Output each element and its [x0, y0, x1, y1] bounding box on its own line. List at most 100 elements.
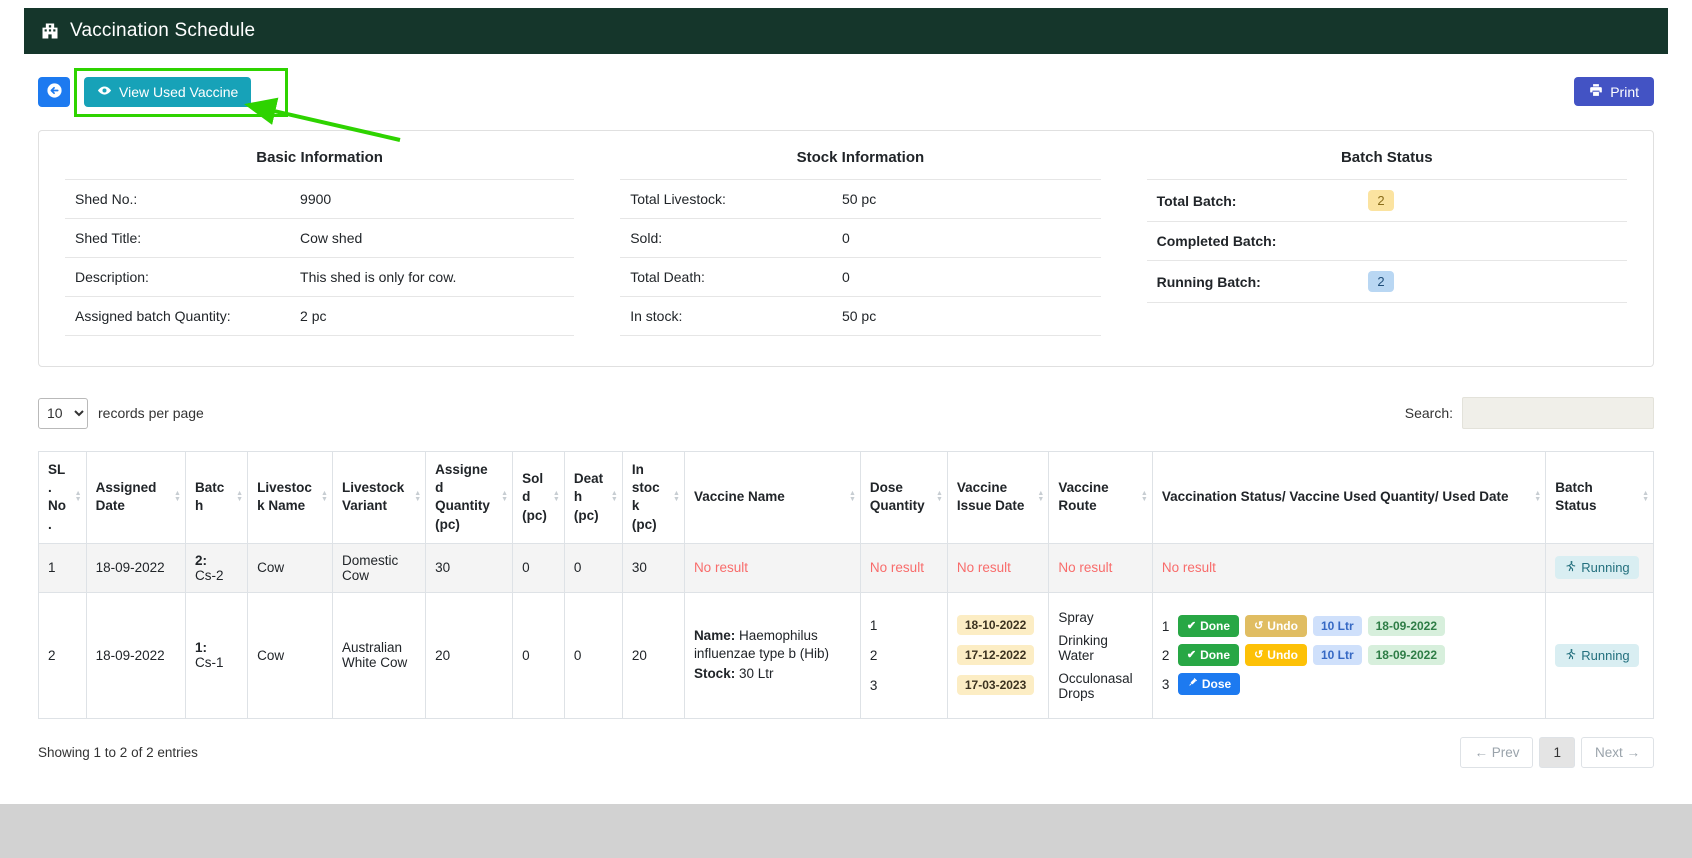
col-header-sold[interactable]: Sold (pc) ▲ ▼ — [512, 451, 565, 544]
vaccination-schedule-table: SL. No. ▲ ▼ Assigned Date ▲ ▼ Batch ▲ ▼ Livest… — [38, 451, 1654, 719]
cell-dose-quantity: 1 2 3 — [859, 591, 948, 719]
annotation-highlight-box: View Used Vaccine — [74, 68, 289, 117]
issue-date-badge: 17-03-2023 — [956, 675, 1035, 696]
sort-icon: ▲ ▼ — [935, 490, 943, 504]
info-row-shed-no: Shed No.: 9900 — [65, 180, 575, 219]
table-row: 1 18-09-2022 2: Cs-2 Cow Domestic Cow 30… — [38, 542, 1654, 593]
view-used-vaccine-button[interactable]: View Used Vaccine — [84, 77, 252, 107]
cell-livestock-variant: Domestic Cow — [331, 542, 427, 593]
total-batch-badge: 2 — [1368, 190, 1394, 211]
sort-icon: ▲ ▼ — [1534, 490, 1542, 504]
prev-page-button[interactable]: ← Prev — [1460, 736, 1534, 768]
back-button[interactable] — [38, 77, 70, 107]
pagination: ← Prev 1 Next → — [1460, 736, 1654, 768]
view-used-vaccine-label: View Used Vaccine — [119, 84, 239, 100]
main-content: View Used Vaccine Print Basic — [24, 68, 1668, 768]
next-page-button[interactable]: Next → — [1580, 736, 1654, 768]
info-row-total-livestock: Total Livestock: 50 pc — [620, 180, 1101, 219]
cell-in-stock: 20 — [621, 591, 685, 719]
info-row-in-stock: In stock: 50 pc — [620, 297, 1101, 336]
arrow-circle-left-icon — [46, 82, 63, 102]
cell-sl: 2 — [38, 591, 87, 719]
info-row-total-death: Total Death: 0 — [620, 258, 1101, 297]
sort-icon: ▲ ▼ — [321, 490, 328, 504]
dose-button[interactable]: Dose — [1177, 673, 1241, 696]
cell-livestock-name: Cow — [247, 542, 333, 593]
cell-sold: 0 — [512, 591, 565, 719]
col-header-sl-no[interactable]: SL. No. ▲ ▼ — [38, 451, 87, 544]
used-quantity-badge: 10 Ltr — [1312, 616, 1362, 637]
page-1-button[interactable]: 1 — [1539, 736, 1575, 768]
used-quantity-badge: 10 Ltr — [1312, 645, 1362, 666]
info-row-shed-title: Shed Title: Cow shed — [65, 219, 575, 258]
col-header-vaccination-status[interactable]: Vaccination Status/ Vaccine Used Quantit… — [1151, 451, 1547, 544]
cell-vaccine-route: Spray Drinking Water Occulonasal Drops — [1048, 591, 1153, 719]
summary-panel: Basic Information Shed No.: 9900 Shed Ti… — [38, 130, 1654, 367]
sort-icon: ▲ ▼ — [174, 490, 181, 504]
sort-icon: ▲ ▼ — [552, 490, 560, 504]
undo-button[interactable]: ↺ Undo — [1245, 644, 1307, 667]
col-header-assigned-date[interactable]: Assigned Date ▲ ▼ — [85, 451, 186, 544]
sort-icon: ▲ ▼ — [236, 490, 244, 504]
cell-sl: 1 — [38, 542, 87, 593]
basic-information-section: Basic Information Shed No.: 9900 Shed Ti… — [65, 149, 575, 336]
sort-icon: ▲ ▼ — [848, 490, 856, 504]
sort-icon: ▲ ▼ — [673, 490, 680, 504]
undo-icon: ↺ — [1254, 619, 1264, 632]
running-status-badge: Running — [1555, 556, 1639, 580]
cell-vaccine-name: Name: Haemophilus influenzae type b (Hib… — [683, 591, 861, 719]
eye-icon — [97, 83, 112, 101]
col-header-livestock-variant[interactable]: Livestock Variant ▲ ▼ — [331, 451, 427, 544]
cell-vaccine-name: No result — [683, 542, 861, 593]
undo-icon: ↺ — [1254, 648, 1264, 661]
col-header-livestock-name[interactable]: Livestock Name ▲ ▼ — [247, 451, 333, 544]
cell-death: 0 — [563, 591, 623, 719]
col-header-vaccine-route[interactable]: Vaccine Route ▲ ▼ — [1048, 451, 1153, 544]
status-line: 1 ✔ Done ↺ Undo 10 Ltr 18-09-2022 — [1162, 615, 1536, 638]
used-date-badge: 18-09-2022 — [1367, 616, 1446, 637]
info-row-assigned-batch-qty: Assigned batch Quantity: 2 pc — [65, 297, 575, 336]
sort-icon: ▲ ▼ — [414, 490, 422, 504]
table-header-row: SL. No. ▲ ▼ Assigned Date ▲ ▼ Batch ▲ ▼ Livest… — [38, 451, 1654, 544]
info-row-sold: Sold: 0 — [620, 219, 1101, 258]
info-row-completed-batch: Completed Batch: — [1146, 222, 1627, 261]
col-header-batch-status[interactable]: Batch Status ▲ ▼ — [1545, 451, 1654, 544]
done-button[interactable]: ✔ Done — [1177, 644, 1240, 667]
cell-assigned-qty: 20 — [425, 591, 514, 719]
print-button[interactable]: Print — [1574, 77, 1654, 106]
hospital-icon — [40, 21, 60, 41]
batch-status-title: Batch Status — [1146, 149, 1627, 180]
col-header-batch[interactable]: Batch ▲ ▼ — [184, 451, 249, 544]
records-per-page-label: records per page — [98, 405, 204, 421]
cell-in-stock: 30 — [621, 542, 685, 593]
sort-icon: ▲ ▼ — [74, 490, 82, 504]
col-header-assigned-quantity[interactable]: Assigned Quantity (pc) ▲ ▼ — [425, 451, 514, 544]
cell-vaccination-status: 1 ✔ Done ↺ Undo 10 Ltr 18-09-2022 2 ✔ Done … — [1151, 591, 1547, 719]
col-header-vaccine-issue-date[interactable]: Vaccine Issue Date ▲ ▼ — [946, 451, 1050, 544]
undo-button[interactable]: ↺ Undo — [1245, 615, 1307, 638]
done-button[interactable]: ✔ Done — [1177, 615, 1240, 638]
cell-assigned-qty: 30 — [425, 542, 514, 593]
cell-batch: 2: Cs-2 — [184, 542, 249, 593]
status-line: 2 ✔ Done ↺ Undo 10 Ltr 18-09-2022 — [1162, 644, 1536, 667]
info-row-running-batch: Running Batch: 2 — [1146, 261, 1627, 303]
col-header-in-stock[interactable]: In stock (pc) ▲ ▼ — [621, 451, 685, 544]
info-row-description: Description: This shed is only for cow. — [65, 258, 575, 297]
running-status-badge: Running — [1555, 643, 1639, 667]
col-header-death[interactable]: Death (pc) ▲ ▼ — [563, 451, 623, 544]
col-header-dose-quantity[interactable]: Dose Quantity ▲ ▼ — [859, 451, 948, 544]
info-row-total-batch: Total Batch: 2 — [1146, 180, 1627, 222]
basic-information-title: Basic Information — [65, 149, 575, 180]
runner-icon — [1564, 648, 1576, 663]
table-controls: 10 records per page Search: — [38, 397, 1654, 429]
table-row: 2 18-09-2022 1: Cs-1 Cow Australian Whit… — [38, 591, 1654, 719]
search-label: Search: — [1404, 405, 1453, 421]
sort-icon: ▲ ▼ — [1642, 490, 1649, 504]
page: Vaccination Schedule View Used Vaccine — [0, 0, 1692, 804]
page-size-select[interactable]: 10 — [38, 397, 88, 429]
search-input[interactable] — [1462, 397, 1654, 429]
stock-information-title: Stock Information — [620, 149, 1101, 180]
col-header-vaccine-name[interactable]: Vaccine Name ▲ ▼ — [683, 451, 861, 544]
cell-livestock-variant: Australian White Cow — [331, 591, 427, 719]
cell-vaccine-route: No result — [1048, 542, 1153, 593]
